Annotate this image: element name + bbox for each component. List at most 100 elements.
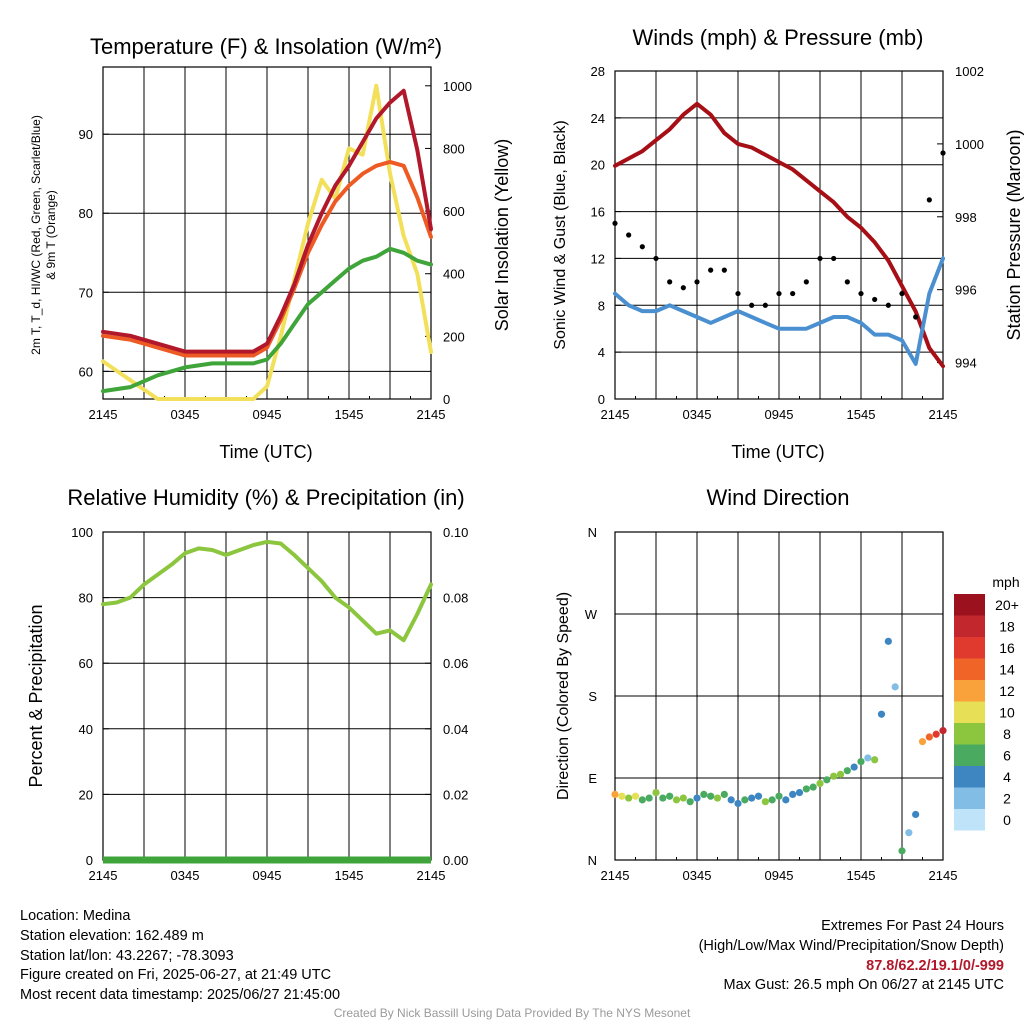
direction-xtick-label: 2145 [929, 868, 958, 883]
direction-point [713, 794, 722, 802]
winds-ytick-label-left: 4 [598, 345, 605, 360]
temperature-panel: Temperature (F) & Insolation (W/m²) Time… [29, 34, 512, 462]
legend-swatch [954, 680, 985, 702]
direction-point [693, 794, 701, 802]
direction-point [631, 792, 640, 800]
direction-point [720, 790, 728, 799]
credit-line: Created By Nick Bassill Using Data Provi… [333, 1006, 691, 1020]
temperature-xtick-label: 2145 [89, 407, 118, 422]
legend-label: 12 [999, 683, 1015, 699]
temperature-ylabel-left-line1: 2m T, T_d, HI/WC (Red, Green, Scarlet/Bl… [29, 115, 43, 355]
wind-gust-point [899, 290, 905, 297]
winds-xtick-label: 0945 [765, 407, 794, 422]
direction-point [918, 737, 927, 746]
temperature-xlabel: Time (UTC) [219, 442, 312, 462]
legend-label: 2 [1003, 791, 1011, 807]
direction-xtick-label: 1545 [847, 868, 876, 883]
winds-xtick-label: 2145 [929, 407, 958, 422]
station-latlon: Station lat/lon: 43.2267; -78.3093 [20, 947, 234, 964]
legend-swatch [954, 658, 985, 680]
wind-gust-point [940, 150, 946, 156]
direction-point [816, 779, 824, 788]
legend-swatch [954, 637, 985, 659]
wind-gust-point [694, 279, 700, 285]
temperature-ytick-label-right: 0 [443, 392, 450, 407]
humidity-ytick-label-right: 0.04 [443, 722, 468, 737]
direction-xtick-label: 0945 [765, 868, 794, 883]
extremes-info: Extremes For Past 24 Hours (High/Low/Max… [484, 917, 1004, 996]
temperature-ylabel-right: Solar Insolation (Yellow) [492, 139, 512, 331]
station-info: Location: Medina Station elevation: 162.… [20, 907, 340, 1006]
direction-panel: Wind Direction Direction (Colored By Spe… [555, 485, 1020, 883]
direction-point [672, 796, 681, 804]
wind-gust-point [708, 267, 714, 273]
direction-point [932, 730, 940, 738]
wind-gust-point [885, 302, 891, 308]
humidity-xtick-label: 0945 [253, 868, 282, 883]
direction-point [836, 770, 845, 778]
legend-swatch [954, 701, 985, 723]
temperature-ylabel-left-line2: & 9m T (Orange) [44, 190, 58, 280]
humidity-ytick-label-left: 100 [71, 525, 93, 540]
humidity-ytick-label-left: 0 [86, 853, 93, 868]
speed-color-legend: 20+ 18 16 14 12 10 8 6 4 2 0 [954, 594, 1019, 831]
direction-point [754, 792, 763, 800]
direction-point [625, 794, 633, 802]
direction-point [638, 796, 646, 804]
direction-ytick-label: W [585, 607, 598, 622]
winds-ylabel-right: Station Pressure (Maroon) [1004, 129, 1024, 340]
solar-insolation-line [101, 83, 433, 401]
direction-point [775, 792, 783, 800]
direction-point [939, 727, 947, 735]
winds-ytick-label-left: 20 [591, 158, 605, 173]
temperature-xtick-label: 1545 [335, 407, 364, 422]
direction-point [768, 796, 776, 804]
direction-point [823, 776, 831, 784]
direction-point [877, 710, 886, 718]
winds-ytick-label-left: 8 [598, 298, 605, 313]
humidity-ytick-label-right: 0.08 [443, 591, 468, 606]
humidity-xtick-label: 0345 [171, 868, 200, 883]
winds-plot-border [614, 70, 944, 400]
humidity-ytick-label-left: 80 [79, 591, 93, 606]
legend-label: 14 [999, 662, 1015, 678]
direction-xtick-label: 0345 [683, 868, 712, 883]
direction-ylabel-left: Direction (Colored By Speed) [555, 592, 572, 800]
relative-humidity-line [101, 539, 433, 643]
wind-gust-point [735, 290, 741, 297]
winds-ytick-label-right: 998 [955, 210, 977, 225]
temperature-ytick-label-left: 90 [79, 127, 93, 142]
humidity-axes: 2145 0345 0945 1545 21450204060801000.000.02… [71, 525, 468, 883]
winds-ytick-label-right: 994 [955, 356, 977, 371]
humidity-xtick-label: 2145 [417, 868, 446, 883]
direction-point [734, 799, 742, 808]
temperature-ytick-label-right: 1000 [443, 79, 472, 94]
direction-point [700, 790, 708, 799]
temperature-axes: 2145 0345 0945 1545 2145 60 70 80 90 0 200 400 600 80… [79, 66, 472, 422]
legend-swatch [954, 766, 985, 788]
dewpoint-line [101, 246, 433, 394]
wind-gust-point [749, 302, 755, 308]
winds-ytick-label-right: 1000 [955, 137, 984, 152]
direction-axes: 2145 0345 0945 1545 2145 N E S W N [585, 525, 958, 883]
direction-point [802, 785, 810, 793]
direction-point [707, 792, 715, 800]
legend-label: 20+ [995, 597, 1019, 613]
direction-point [864, 754, 872, 762]
humidity-xtick-label: 1545 [335, 868, 364, 883]
direction-point [761, 798, 769, 806]
direction-point [857, 758, 865, 766]
legend-label: 10 [999, 705, 1015, 721]
winds-ytick-label-left: 16 [591, 205, 605, 220]
temperature-xtick-label: 0345 [171, 407, 200, 422]
winds-ytick-label-left: 12 [591, 251, 605, 266]
extremes-heading: Extremes For Past 24 Hours [821, 918, 1004, 934]
wind-gust-point [721, 267, 727, 273]
temperature-ytick-label-right: 600 [443, 204, 465, 219]
extremes-subheading: (High/Low/Max Wind/Precipitation/Snow De… [698, 937, 1004, 954]
legend-label: 16 [999, 640, 1015, 656]
direction-point [652, 788, 660, 797]
wind-gust-point [844, 279, 850, 285]
winds-xtick-label: 2145 [601, 407, 630, 422]
temperature-ytick-label-right: 800 [443, 141, 465, 156]
